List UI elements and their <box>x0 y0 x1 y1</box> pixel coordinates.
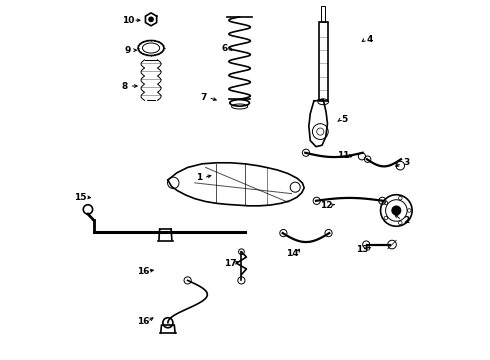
Text: 16: 16 <box>137 267 149 276</box>
Text: 10: 10 <box>122 15 135 24</box>
Text: 16: 16 <box>137 317 149 326</box>
Text: 8: 8 <box>122 82 128 91</box>
Text: 2: 2 <box>403 216 410 225</box>
Text: 17: 17 <box>223 259 236 268</box>
Text: 1: 1 <box>196 174 202 183</box>
Bar <box>318 22 328 101</box>
Circle shape <box>148 17 154 22</box>
Text: 5: 5 <box>342 115 348 124</box>
Text: 7: 7 <box>200 93 207 102</box>
Text: 12: 12 <box>320 201 333 210</box>
Text: 6: 6 <box>221 44 227 53</box>
Circle shape <box>392 206 401 216</box>
Text: 4: 4 <box>367 35 373 44</box>
Text: 11: 11 <box>338 151 350 160</box>
Text: 15: 15 <box>74 193 87 202</box>
Bar <box>321 6 325 22</box>
Text: 9: 9 <box>124 46 130 55</box>
Text: 13: 13 <box>356 245 369 254</box>
Text: 3: 3 <box>403 158 410 167</box>
Text: 14: 14 <box>286 249 298 258</box>
